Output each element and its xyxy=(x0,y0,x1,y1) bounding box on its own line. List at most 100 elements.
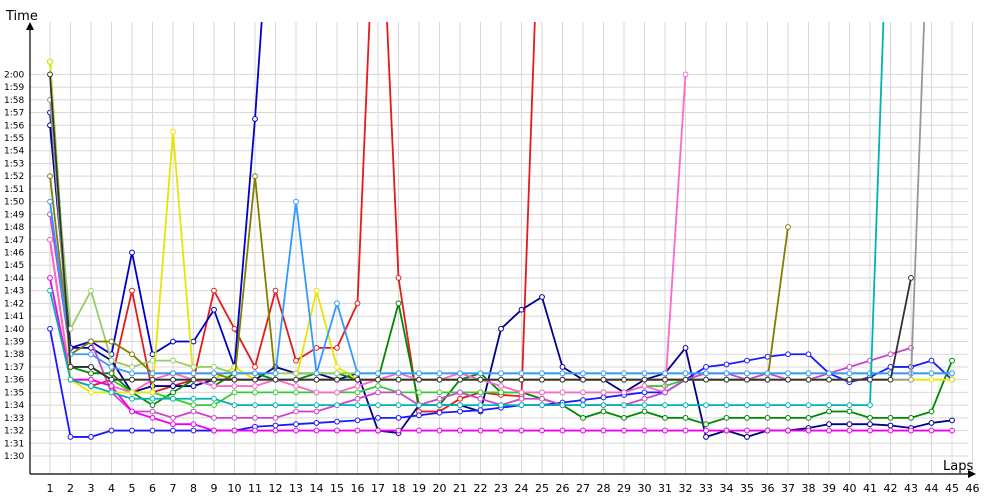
data-point xyxy=(477,389,484,396)
data-point xyxy=(313,376,320,383)
data-point xyxy=(641,370,648,377)
x-tick-label: 2 xyxy=(67,482,74,495)
data-point xyxy=(354,370,361,377)
data-point xyxy=(949,357,955,364)
data-point xyxy=(518,376,525,383)
data-point xyxy=(354,402,361,409)
data-point xyxy=(47,236,53,243)
data-point xyxy=(805,351,812,358)
data-point xyxy=(190,364,197,370)
data-point xyxy=(252,427,258,434)
x-tick-label: 27 xyxy=(576,482,590,495)
data-point xyxy=(518,306,525,313)
data-point xyxy=(621,414,627,421)
data-point xyxy=(293,370,299,377)
data-point xyxy=(354,383,361,389)
data-point xyxy=(272,414,279,421)
series-13 xyxy=(47,22,885,409)
data-point xyxy=(621,370,627,377)
data-point xyxy=(518,427,525,434)
data-point xyxy=(334,427,340,434)
data-point xyxy=(129,351,135,358)
data-point xyxy=(354,389,361,396)
data-point xyxy=(47,287,53,294)
data-point xyxy=(395,427,402,434)
data-point xyxy=(149,376,156,383)
data-point xyxy=(313,370,320,377)
data-point xyxy=(272,422,279,429)
y-tick-label: 1:50 xyxy=(4,198,24,208)
data-point xyxy=(518,389,525,396)
data-point xyxy=(600,427,607,434)
data-point xyxy=(149,351,156,358)
series-14 xyxy=(47,22,926,383)
x-tick-label: 34 xyxy=(720,482,734,495)
data-point xyxy=(88,287,94,294)
data-point xyxy=(928,376,935,383)
y-tick-label: 1:46 xyxy=(4,248,24,258)
data-point xyxy=(170,376,176,383)
y-tick-label: 1:41 xyxy=(4,312,24,322)
data-point xyxy=(47,275,53,281)
series-layer xyxy=(47,22,955,440)
data-point xyxy=(436,395,443,402)
data-point xyxy=(375,414,381,421)
data-point xyxy=(334,344,340,351)
data-point xyxy=(949,417,955,424)
y-axis-title: Time xyxy=(5,9,38,24)
series-line xyxy=(49,74,687,394)
data-point xyxy=(88,370,94,377)
data-point xyxy=(149,370,156,377)
data-point xyxy=(641,389,648,396)
x-tick-label: 42 xyxy=(884,482,898,495)
data-point xyxy=(826,376,832,383)
y-tick-label: 1:35 xyxy=(4,388,24,398)
x-tick-label: 18 xyxy=(392,482,406,495)
data-point xyxy=(559,370,566,377)
x-tick-label: 40 xyxy=(843,482,857,495)
data-point xyxy=(723,427,730,434)
data-point xyxy=(170,338,176,345)
data-point xyxy=(846,402,853,409)
data-point xyxy=(723,361,730,368)
data-point xyxy=(375,402,381,409)
data-point xyxy=(47,71,53,78)
y-tick-label: 1:59 xyxy=(4,83,24,93)
data-point xyxy=(867,402,873,409)
data-point xyxy=(805,402,812,409)
data-point xyxy=(293,198,299,205)
data-point xyxy=(662,389,668,396)
data-point xyxy=(457,402,463,409)
data-point xyxy=(252,376,258,383)
data-point xyxy=(559,376,566,383)
data-point xyxy=(129,427,135,434)
data-point xyxy=(949,370,955,377)
data-point xyxy=(170,427,176,434)
x-tick-label: 44 xyxy=(925,482,939,495)
data-point xyxy=(108,427,115,434)
x-tick-label: 41 xyxy=(863,482,877,495)
data-point xyxy=(313,427,320,434)
data-point xyxy=(354,395,361,402)
data-point xyxy=(170,395,176,402)
data-point xyxy=(170,383,176,389)
data-point xyxy=(252,414,258,421)
data-point xyxy=(764,402,771,409)
data-point xyxy=(457,389,463,396)
data-point xyxy=(703,434,709,440)
data-point xyxy=(498,402,504,409)
x-tick-label: 37 xyxy=(781,482,795,495)
data-point xyxy=(170,128,176,135)
y-tick-label: 1:48 xyxy=(4,223,24,233)
data-point xyxy=(826,408,832,415)
data-point xyxy=(211,364,217,370)
data-point xyxy=(149,402,156,409)
x-tick-label: 5 xyxy=(129,482,136,495)
data-point xyxy=(190,338,197,345)
data-point xyxy=(416,412,422,419)
data-point xyxy=(539,370,545,377)
data-point xyxy=(477,376,484,383)
y-tick-label: 1:52 xyxy=(4,172,24,182)
data-point xyxy=(129,376,135,383)
data-point xyxy=(744,357,750,364)
